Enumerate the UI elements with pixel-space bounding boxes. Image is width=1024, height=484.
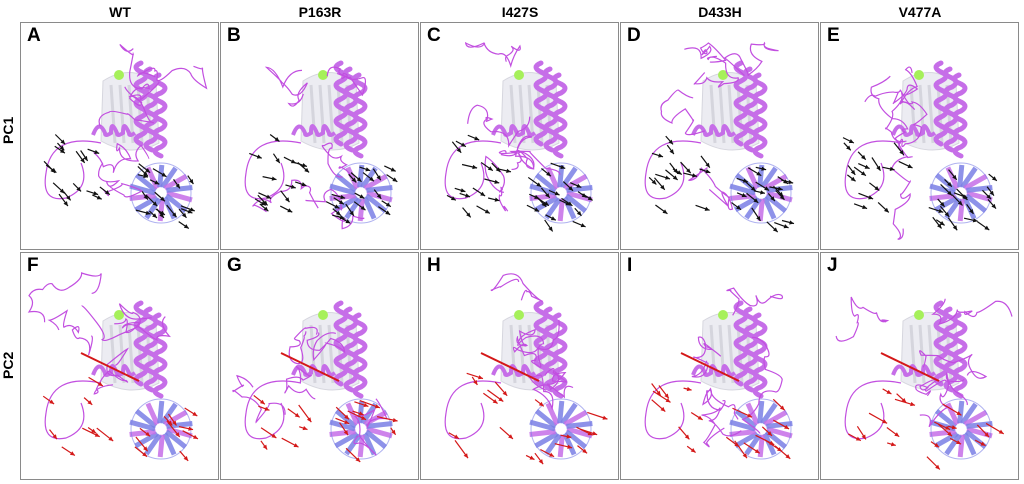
protein-structure-image (232, 300, 398, 463)
protein-structure-image (842, 60, 998, 240)
protein-structure-image (444, 41, 593, 232)
column-header-p163r: P163R (298, 4, 342, 20)
protein-structure-image (644, 287, 793, 460)
panel-label: J (827, 255, 838, 276)
panel-a: A (20, 22, 219, 250)
panel-label: G (227, 255, 242, 276)
protein-structure-image (444, 273, 608, 465)
protein-structure-image (43, 44, 208, 229)
panel-label: F (27, 255, 39, 276)
panel-label: D (627, 25, 641, 46)
panel-j: J (820, 252, 1019, 480)
panel-label: H (427, 255, 441, 276)
panel-d: D (620, 22, 819, 250)
panel-label: C (427, 25, 441, 46)
row-header-pc2: PC2 (0, 351, 16, 379)
panel-c: C (420, 22, 619, 250)
panel-f: F (20, 252, 219, 480)
protein-structure-image (644, 41, 795, 233)
panel-label: I (627, 255, 633, 276)
row-header-pc1: PC1 (0, 116, 16, 144)
column-header-v477a: V477A (898, 4, 942, 20)
panel-i: I (620, 252, 819, 480)
panel-label: A (27, 25, 41, 46)
panel-h: H (420, 252, 619, 480)
protein-structure-image (835, 296, 1013, 470)
panel-b: B (220, 22, 419, 250)
panel-e: E (820, 22, 1019, 250)
column-header-d433h: D433H (698, 4, 742, 20)
protein-structure-image (244, 60, 398, 230)
panel-label: E (827, 25, 840, 46)
column-header-i427s: I427S (501, 4, 539, 20)
column-header-wt: WT (109, 4, 131, 20)
protein-structure-image (27, 272, 199, 462)
panel-g: G (220, 252, 419, 480)
panel-label: B (227, 25, 241, 46)
